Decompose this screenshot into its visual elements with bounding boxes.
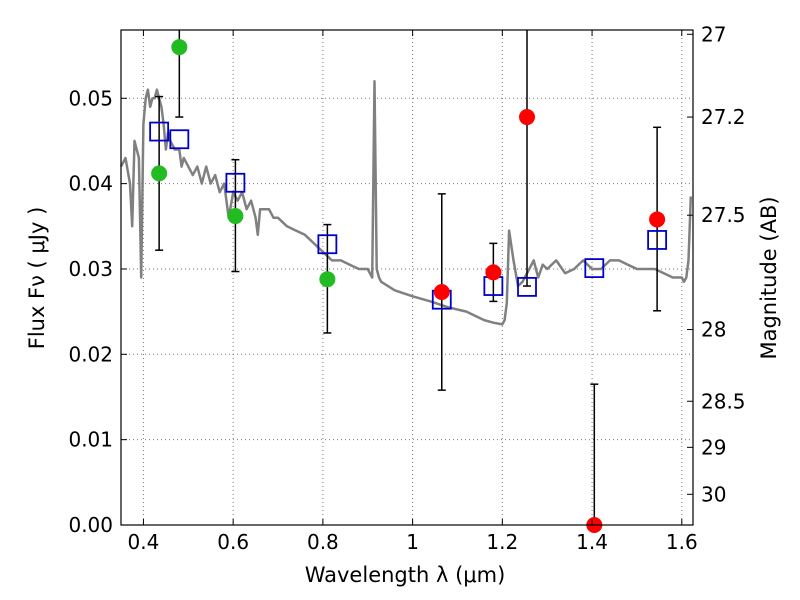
y-tick-label: 0.04: [68, 172, 113, 196]
x-tick-label: 0.4: [128, 530, 160, 554]
model-photometry-point: [317, 234, 338, 255]
x-tick-label: 0.8: [307, 530, 339, 554]
tick-labels: 0.4 0.6 0.8 1 1.2 1.4 1.6 0.00 0.01 0.02 0.03 0.04 0…: [68, 22, 745, 554]
observed-space-point: [649, 211, 666, 228]
y2-axis-label: Magnitude (AB): [757, 196, 781, 359]
x-tick-label: 1.6: [666, 530, 698, 554]
x-tick-label: 1.2: [486, 530, 518, 554]
observed-space-point: [519, 109, 536, 126]
y2-tick-label: 27.2: [701, 105, 746, 129]
model-photometry-point: [169, 129, 190, 150]
observed-ground-point: [319, 271, 336, 288]
observed-space-point: [433, 284, 450, 301]
observed-ground-point: [171, 39, 188, 56]
model-sed-layer: [119, 79, 693, 326]
y2-tick-label: 27: [701, 22, 726, 46]
model-photometry-point: [584, 258, 605, 279]
x-axis-label: Wavelength λ (μm): [305, 563, 506, 587]
y-tick-label: 0.05: [68, 86, 113, 110]
observed-space-point: [485, 264, 502, 281]
y-axis-label: Flux Fν ( μJy ): [25, 207, 49, 350]
x-tick-label: 1.4: [576, 530, 608, 554]
y2-tick-label: 30: [701, 482, 726, 506]
model-photometry-point: [647, 230, 668, 250]
y2-tick-label: 28.5: [701, 389, 746, 413]
y-tick-label: 0.00: [68, 513, 113, 537]
y-tick-label: 0.01: [68, 428, 113, 452]
x-tick-label: 0.6: [217, 530, 249, 554]
x-tick-label: 1: [406, 530, 419, 554]
axes: [120, 29, 694, 526]
model-photometry-point: [149, 121, 170, 142]
marker-layer: [149, 39, 668, 533]
plot-frame: [120, 29, 694, 526]
y2-tick-label: 28: [701, 318, 726, 342]
y-tick-label: 0.02: [68, 342, 113, 366]
model-sed-line: [119, 79, 693, 326]
y2-tick-label: 27.5: [701, 203, 746, 227]
y2-tick-label: 29: [701, 435, 726, 459]
model-photometry-point: [517, 276, 537, 297]
y-tick-label: 0.03: [68, 257, 113, 281]
model-photometry-point: [225, 172, 246, 193]
observed-ground-point: [151, 165, 168, 182]
observed-ground-point: [227, 208, 244, 225]
